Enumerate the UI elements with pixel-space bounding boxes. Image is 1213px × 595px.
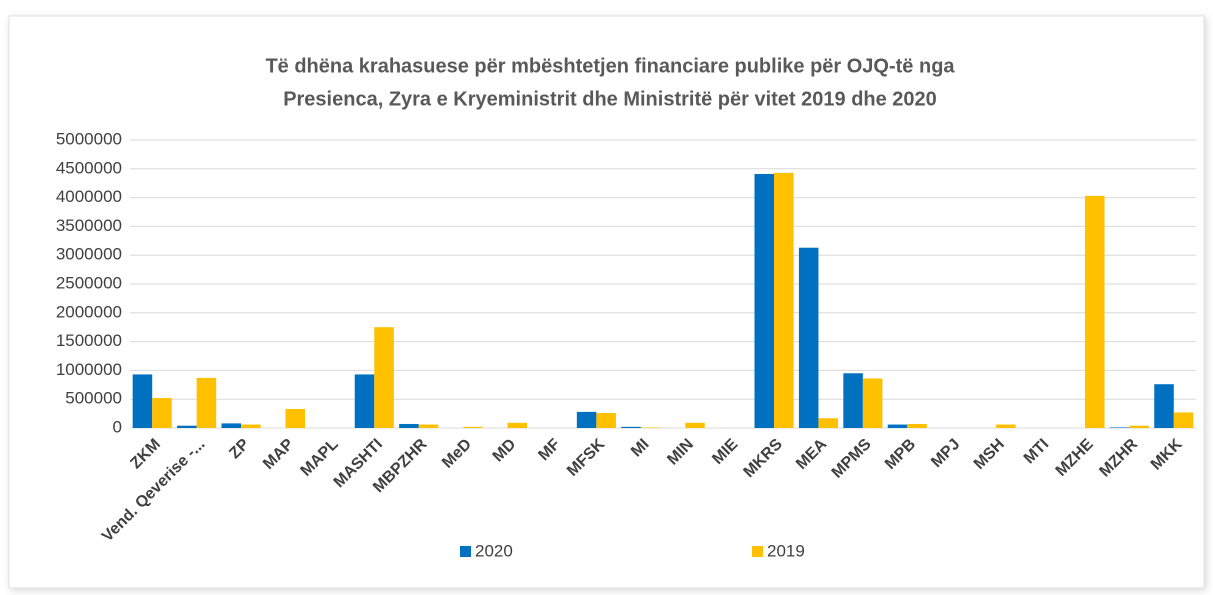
bar (685, 422, 705, 428)
y-tick-label: 2000000 (56, 302, 122, 321)
y-tick-label: 500000 (65, 389, 122, 408)
y-tick-label: 4500000 (56, 158, 122, 177)
y-tick-label: 0 (113, 417, 122, 436)
bar (196, 377, 217, 428)
bar (285, 408, 306, 428)
bar (152, 398, 172, 428)
bar (463, 426, 483, 428)
bar (576, 411, 597, 428)
bar (1109, 427, 1130, 428)
bar (221, 423, 242, 428)
y-tick-label: 5000000 (56, 129, 122, 148)
chart-title: Presienca, Zyra e Kryeministrit dhe Mini… (283, 88, 937, 110)
bar (1154, 384, 1174, 428)
legend-label: 2019 (767, 541, 805, 560)
bar (374, 327, 394, 428)
bar (640, 427, 661, 428)
bar (177, 425, 197, 428)
chart-title: Të dhëna krahasuese për mbështetjen fina… (265, 55, 955, 77)
legend-label: 2020 (475, 541, 513, 560)
bar (132, 374, 153, 428)
bar (754, 173, 775, 428)
y-tick-label: 3500000 (56, 216, 122, 235)
bar (887, 424, 908, 428)
y-tick-label: 1000000 (56, 360, 122, 379)
bar (907, 423, 927, 428)
bar (621, 426, 641, 428)
bar (1084, 195, 1105, 428)
y-tick-label: 4000000 (56, 187, 122, 206)
bar (818, 418, 839, 428)
bar (843, 373, 863, 428)
bar (418, 424, 439, 428)
legend-swatch (752, 546, 763, 557)
bar (774, 172, 794, 428)
bar (996, 424, 1016, 428)
bar (1129, 425, 1149, 428)
y-tick-label: 2500000 (56, 273, 122, 292)
chart-frame (8, 15, 1205, 589)
y-tick-label: 1500000 (56, 331, 122, 350)
bar (507, 422, 528, 428)
y-tick-label: 3000000 (56, 245, 122, 264)
bar (798, 247, 819, 428)
bar (596, 413, 616, 428)
bar (354, 374, 375, 428)
bar (399, 423, 419, 428)
bar (1173, 412, 1194, 428)
bar (862, 378, 883, 428)
legend-swatch (460, 546, 471, 557)
bar (241, 424, 261, 428)
